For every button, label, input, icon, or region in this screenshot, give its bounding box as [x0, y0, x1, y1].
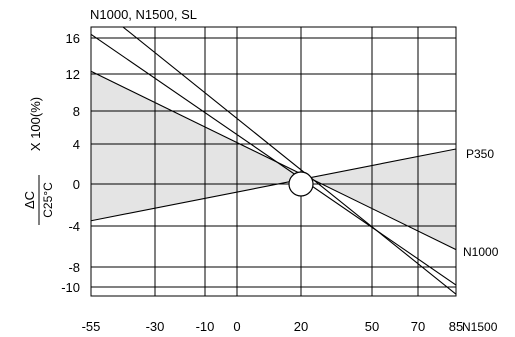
y-tick-label: -8: [68, 260, 80, 275]
y-tick-label: 8: [73, 104, 80, 119]
y-tick-label: -10: [61, 280, 80, 295]
x-tick-label: 70: [411, 319, 425, 334]
y-tick-label: 4: [73, 137, 80, 152]
x-end-label-n1500: N1500: [462, 320, 498, 334]
marker-layer: [288, 171, 314, 197]
y-axis-denominator: C25°C: [41, 182, 55, 218]
y-axis-numerator: ΔC: [22, 191, 37, 209]
series-line-n1500: [91, 33, 456, 286]
x-tick-label: -55: [82, 319, 101, 334]
series-label-n1000: N1000: [463, 245, 499, 259]
series-line-unlabeled-3: [122, 27, 456, 295]
series-line-n1000: [91, 70, 456, 251]
x-tick-label: 85: [449, 319, 463, 334]
reference-circle-marker: [288, 171, 314, 197]
x-tick-label: -30: [146, 319, 165, 334]
y-axis-fraction-label: ΔC C25°C: [22, 175, 55, 225]
y-tick-label: 0: [73, 177, 80, 192]
series-line-p350: [91, 148, 456, 222]
grid-layer: [90, 26, 457, 297]
tick-label-layer: -55 -30 -10 0 20 50 70 85 16 12 8 4 0 -4 -8 -10: [61, 31, 463, 334]
x-tick-label: 50: [365, 319, 379, 334]
y-tick-label: -4: [68, 219, 80, 234]
x-tick-label: 0: [233, 319, 240, 334]
chart-title: N1000, N1500, SL: [90, 7, 197, 22]
y-tick-label: 12: [66, 67, 80, 82]
x-tick-label: 20: [294, 319, 308, 334]
y-tick-label: 16: [66, 31, 80, 46]
y-axis-multiplier-label: X 100(%): [28, 97, 43, 151]
x-tick-label: -10: [196, 319, 215, 334]
series-label-p350: P350: [466, 147, 494, 161]
series-layer: [91, 27, 456, 295]
